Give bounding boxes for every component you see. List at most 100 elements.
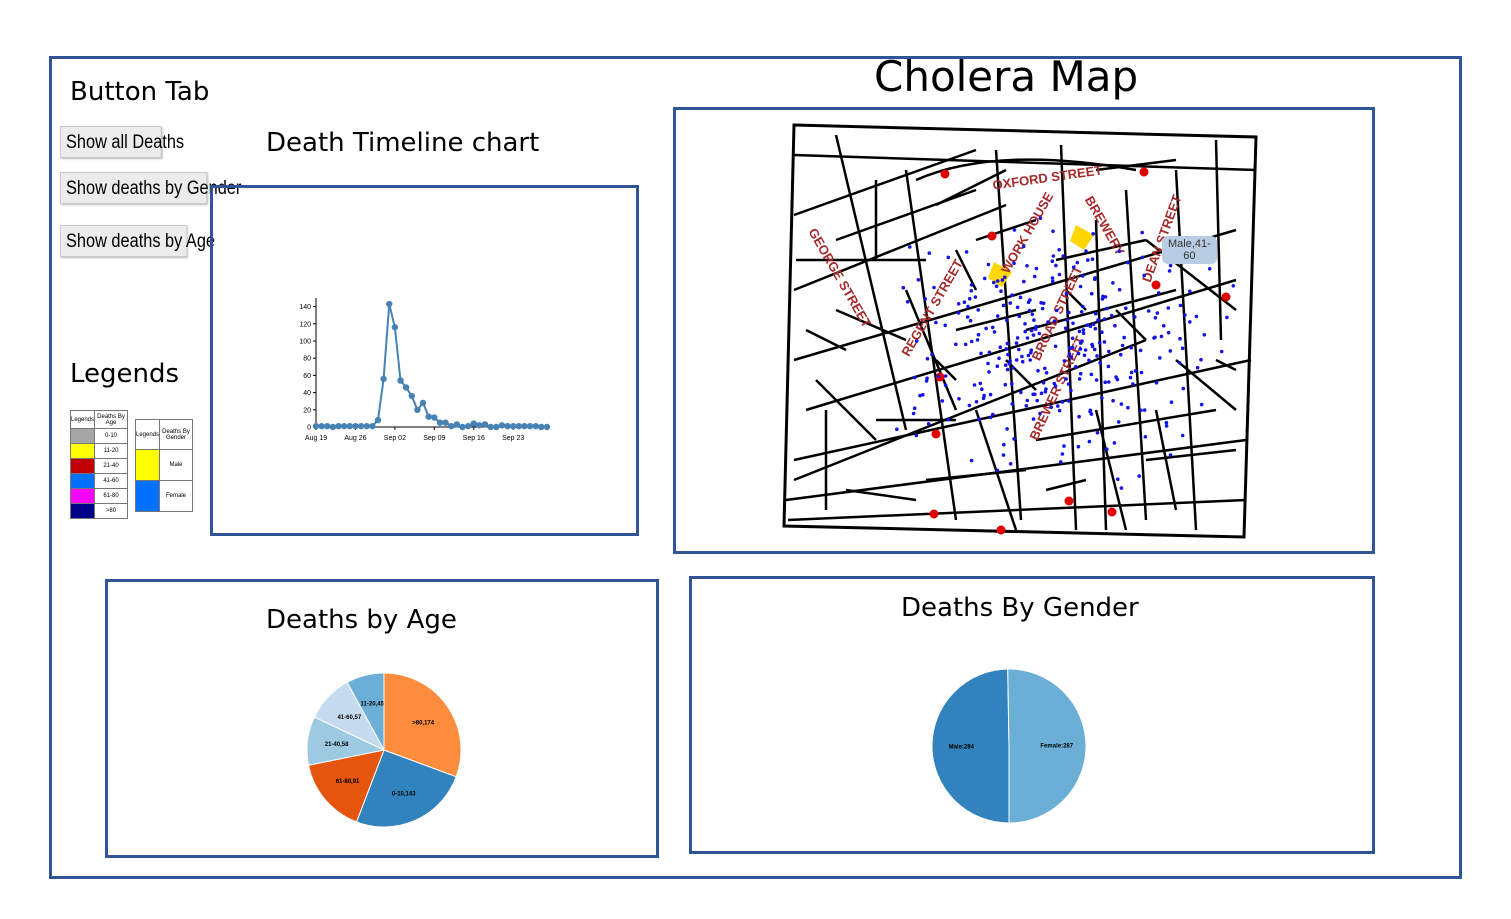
- timeline-x-tick-label: Aug 26: [344, 435, 366, 442]
- death-dot: [1014, 358, 1019, 362]
- death-dot: [1089, 291, 1094, 296]
- age-legend-row: 41-60: [69, 473, 128, 489]
- death-dot: [1178, 336, 1182, 341]
- death-dot: [1061, 254, 1066, 258]
- death-dot: [1138, 348, 1143, 353]
- death-dot: [1080, 274, 1085, 278]
- legends-title: Legends: [70, 359, 180, 389]
- death-dot: [912, 375, 917, 380]
- show-all-deaths-button[interactable]: Show all Deaths: [60, 126, 184, 158]
- death-dot: [1094, 378, 1099, 382]
- death-dot: [1052, 319, 1057, 323]
- death-dot: [1051, 229, 1055, 234]
- timeline-point: [380, 375, 387, 383]
- death-dot: [1039, 391, 1044, 396]
- death-dot: [1183, 313, 1187, 317]
- death-dot: [1087, 439, 1092, 444]
- timeline-point: [318, 422, 325, 430]
- death-dot: [1085, 323, 1089, 327]
- death-dot: [895, 427, 899, 432]
- gender-legend-swatch: [134, 480, 161, 512]
- death-dot: [1017, 347, 1021, 352]
- brewery-building: [1070, 225, 1094, 250]
- pump-marker: [1107, 507, 1117, 517]
- death-dot: [1067, 346, 1072, 350]
- death-dot: [1007, 361, 1012, 366]
- age-pie-slice-label: 11-20,45: [361, 702, 385, 708]
- death-dot: [1142, 273, 1146, 278]
- death-dot: [1231, 284, 1236, 288]
- death-dot: [1114, 375, 1118, 379]
- death-dot: [1081, 304, 1085, 309]
- map-street: [1154, 409, 1178, 511]
- death-dot: [1166, 330, 1171, 335]
- death-dot: [1164, 424, 1169, 428]
- timeline-point: [493, 423, 500, 431]
- death-dot: [1167, 269, 1172, 273]
- age-pie-slice: [383, 672, 462, 778]
- death-dot: [1146, 309, 1151, 313]
- death-dot: [972, 383, 977, 387]
- death-dot: [956, 311, 961, 315]
- map-street: [904, 169, 958, 521]
- death-dot: [1168, 349, 1173, 353]
- map-street: [1055, 238, 1147, 262]
- death-dot: [925, 356, 930, 361]
- timeline-chart: 0 20 40 60 80 100 120 140 Aug 19 Aug 26 Sep 02 Sep …: [299, 298, 551, 442]
- death-dot: [1033, 327, 1038, 331]
- age-legend-row: 61-80: [69, 488, 128, 504]
- timeline-point: [369, 422, 376, 430]
- death-dot: [1178, 303, 1183, 308]
- gender-pie-title: Deaths By Gender: [901, 593, 1139, 623]
- death-dot: [1088, 408, 1093, 413]
- death-dot: [1043, 366, 1047, 371]
- death-dot: [1050, 259, 1055, 263]
- death-dot: [1023, 329, 1027, 334]
- pump-marker: [929, 509, 939, 519]
- death-dot: [1155, 311, 1160, 315]
- death-dot: [1089, 372, 1094, 377]
- death-dot: [1053, 344, 1058, 349]
- show-deaths-by-gender-button[interactable]: Show deaths by Gender: [60, 172, 241, 204]
- death-dot: [1025, 264, 1029, 268]
- death-dot: [1100, 396, 1104, 400]
- pump-marker: [1151, 280, 1161, 290]
- map-street: [1059, 144, 1078, 531]
- death-dot: [1102, 340, 1107, 344]
- death-dot: [1097, 341, 1102, 345]
- map-street: [1214, 139, 1223, 341]
- death-dot: [1018, 295, 1023, 300]
- death-dot: [1082, 353, 1087, 358]
- show-deaths-by-age-button[interactable]: Show deaths by Age: [60, 225, 215, 257]
- death-dot: [1090, 344, 1095, 349]
- timeline-point: [402, 384, 410, 391]
- death-dot: [911, 411, 916, 416]
- death-dot: [1044, 371, 1049, 375]
- death-dot: [1050, 276, 1055, 280]
- timeline-y-tick-label: 120: [299, 321, 311, 328]
- pump-marker: [931, 429, 941, 439]
- death-dot: [1069, 355, 1074, 359]
- timeline-point: [509, 422, 517, 430]
- timeline-point: [538, 423, 545, 431]
- timeline-point: [448, 422, 455, 430]
- map-street: [954, 249, 978, 291]
- death-dot: [1050, 279, 1055, 284]
- timeline-point: [352, 422, 359, 430]
- death-dot: [1067, 310, 1071, 315]
- death-dot: [992, 330, 997, 334]
- death-dot: [965, 315, 970, 319]
- death-dot: [1095, 354, 1099, 358]
- death-dot: [1119, 486, 1124, 490]
- death-dot: [1188, 289, 1192, 294]
- death-dot: [1168, 453, 1173, 457]
- death-dot: [1181, 386, 1186, 391]
- death-dot: [992, 280, 996, 285]
- map-street: [793, 153, 1257, 172]
- age-pie-slice-label: 21-40,58: [325, 742, 349, 748]
- death-dot: [969, 289, 974, 293]
- death-dot: [923, 297, 928, 301]
- death-dot: [1078, 347, 1083, 351]
